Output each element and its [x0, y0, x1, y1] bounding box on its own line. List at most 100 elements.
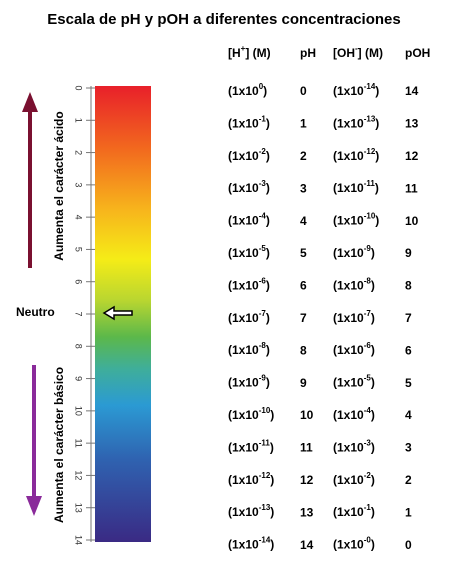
scale-label: 4 [74, 215, 84, 220]
superscript: -3 [259, 179, 267, 188]
h-concentration: (1x10-11) [228, 439, 274, 455]
poh-value: 1 [405, 505, 412, 519]
scale-label: 8 [74, 344, 84, 349]
text-part: (1x10 [333, 117, 364, 131]
text-part: ) [371, 376, 375, 390]
scale-label: 3 [74, 182, 84, 187]
ph-value: 12 [300, 473, 314, 487]
oh-concentration: (1x10-9) [333, 244, 375, 260]
oh-concentration: (1x10-14) [333, 82, 379, 98]
text-part: ) [371, 408, 375, 422]
h-concentration: (1x10-13) [228, 503, 274, 519]
superscript: -10 [259, 406, 271, 415]
ph-value: 3 [300, 181, 307, 195]
superscript: -4 [259, 212, 267, 221]
table: [H+] (M) pH [OH-] (M) pOH(1x100) 0 (1x10-14) 1… [74, 44, 431, 552]
text-part: ) [371, 505, 375, 519]
scale-label: 9 [74, 376, 84, 381]
oh-concentration: (1x10-0) [333, 536, 375, 552]
superscript: -2 [259, 147, 267, 156]
h-concentration: (1x10-8) [228, 341, 270, 357]
text-part: (1x10 [333, 376, 364, 390]
h-concentration: (1x10-9) [228, 374, 270, 390]
oh-concentration: (1x10-3) [333, 439, 375, 455]
oh-concentration: (1x10-2) [333, 471, 375, 487]
h-concentration: (1x10-10) [228, 406, 274, 422]
acid-label: Aumenta el carácter ácido [52, 111, 66, 260]
text-part: ) [375, 84, 379, 98]
text-part: (1x10 [333, 84, 364, 98]
superscript: -4 [364, 406, 372, 415]
scale-label: 10 [74, 406, 84, 416]
text-part: (1x10 [333, 408, 364, 422]
superscript: -7 [259, 309, 267, 318]
text-part: ) [371, 473, 375, 487]
text-part: pH [300, 46, 316, 60]
scale-label: 5 [74, 247, 84, 252]
text-part: ) [266, 117, 270, 131]
text-part: (1x10 [228, 84, 259, 98]
poh-value: 3 [405, 441, 412, 455]
oh-concentration: (1x10-4) [333, 406, 375, 422]
text-part: ) [266, 181, 270, 195]
text-part: ) [266, 376, 270, 390]
column-header: pH [300, 46, 316, 60]
superscript: -12 [364, 147, 376, 156]
h-concentration: (1x10-5) [228, 244, 270, 260]
oh-concentration: (1x10-1) [333, 503, 375, 519]
text-part: ) [371, 343, 375, 357]
text-part: ) [266, 246, 270, 260]
poh-value: 7 [405, 311, 412, 325]
column-header: [OH-] (M) [333, 44, 383, 60]
text-part: ) [266, 279, 270, 293]
text-part: (1x10 [228, 376, 259, 390]
superscript: - [355, 44, 358, 53]
superscript: -5 [259, 244, 267, 253]
oh-concentration: (1x10-10) [333, 212, 379, 228]
oh-concentration: (1x10-5) [333, 374, 375, 390]
text-part: (1x10 [333, 149, 364, 163]
scale-label: 6 [74, 279, 84, 284]
text-part: pOH [405, 46, 430, 60]
text-part: (1x10 [333, 343, 364, 357]
superscript: -14 [259, 536, 271, 545]
scale-label: 13 [74, 503, 84, 513]
text-part: ) [270, 505, 274, 519]
scale-label: 1 [74, 118, 84, 123]
oh-concentration: (1x10-13) [333, 115, 379, 131]
text-part: (1x10 [333, 473, 364, 487]
h-concentration: (1x10-3) [228, 179, 270, 195]
superscript: 0 [259, 82, 264, 91]
text-part: ) [371, 311, 375, 325]
text-part: (1x10 [228, 246, 259, 260]
poh-value: 4 [405, 408, 412, 422]
text-part: ) [266, 149, 270, 163]
superscript: -6 [259, 277, 267, 286]
superscript: -9 [259, 374, 267, 383]
h-concentration: (1x10-12) [228, 471, 274, 487]
h-concentration: (1x10-14) [228, 536, 274, 552]
h-concentration: (1x10-7) [228, 309, 270, 325]
superscript: -12 [259, 471, 271, 480]
poh-value: 10 [405, 214, 419, 228]
superscript: -3 [364, 439, 372, 448]
text-part: (1x10 [333, 538, 364, 552]
poh-value: 2 [405, 473, 412, 487]
poh-value: 8 [405, 279, 412, 293]
text-part: (1x10 [228, 343, 259, 357]
superscript: -1 [364, 503, 372, 512]
text-part: [H [228, 46, 241, 60]
superscript: -11 [259, 439, 271, 448]
superscript: -8 [259, 341, 267, 350]
h-concentration: (1x10-6) [228, 277, 270, 293]
superscript: -2 [364, 471, 372, 480]
scale-label: 11 [74, 438, 84, 447]
text-part: ) [270, 473, 274, 487]
superscript: -9 [364, 244, 372, 253]
poh-value: 9 [405, 246, 412, 260]
text-part: (1x10 [333, 181, 364, 195]
column-header: [H+] (M) [228, 44, 271, 60]
text-part: (1x10 [228, 311, 259, 325]
text-part: (1x10 [228, 214, 259, 228]
poh-value: 14 [405, 84, 419, 98]
